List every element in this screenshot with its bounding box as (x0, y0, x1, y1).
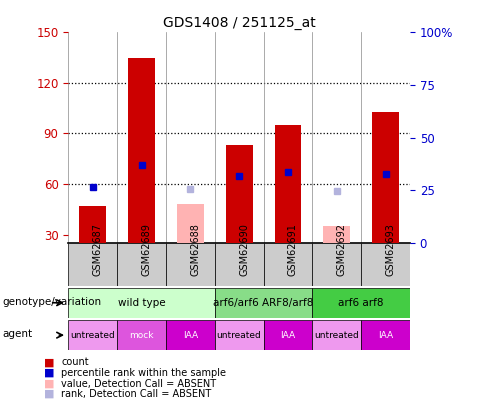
Bar (361, 243, 410, 286)
Bar (128, 58, 155, 243)
Bar (323, 226, 350, 243)
Bar (361, 320, 410, 350)
Text: arf6/arf6 ARF8/arf8: arf6/arf6 ARF8/arf8 (213, 298, 314, 308)
Bar (68, 320, 117, 350)
Bar (166, 243, 215, 286)
Text: IAA: IAA (378, 330, 393, 340)
Bar (264, 320, 312, 350)
Bar (312, 320, 361, 350)
Bar (274, 125, 302, 243)
Bar (68, 288, 215, 318)
Text: ■: ■ (43, 358, 54, 367)
Text: GSM62689: GSM62689 (142, 223, 151, 276)
Bar (166, 320, 215, 350)
Text: count: count (61, 358, 89, 367)
Bar (68, 243, 117, 286)
Text: ■: ■ (43, 368, 54, 378)
Bar (215, 320, 264, 350)
Text: value, Detection Call = ABSENT: value, Detection Call = ABSENT (61, 379, 216, 388)
Text: GSM62691: GSM62691 (288, 223, 298, 276)
Bar (177, 204, 203, 243)
Title: GDS1408 / 251125_at: GDS1408 / 251125_at (163, 16, 316, 30)
Bar (117, 243, 166, 286)
Text: untreated: untreated (314, 330, 359, 340)
Text: ■: ■ (43, 379, 54, 388)
Text: GSM62693: GSM62693 (386, 223, 395, 276)
Bar (372, 112, 399, 243)
Text: mock: mock (129, 330, 154, 340)
Bar (215, 288, 312, 318)
Bar (264, 243, 312, 286)
Text: arf6 arf8: arf6 arf8 (338, 298, 384, 308)
Text: IAA: IAA (183, 330, 198, 340)
Text: GSM62688: GSM62688 (190, 223, 200, 276)
Text: untreated: untreated (70, 330, 115, 340)
Text: GSM62687: GSM62687 (93, 223, 102, 276)
Text: untreated: untreated (217, 330, 262, 340)
Text: IAA: IAA (281, 330, 295, 340)
Text: GSM62692: GSM62692 (337, 223, 346, 276)
Text: percentile rank within the sample: percentile rank within the sample (61, 368, 226, 378)
Bar (225, 145, 253, 243)
Bar (117, 320, 166, 350)
Text: genotype/variation: genotype/variation (2, 297, 102, 307)
Bar (312, 243, 361, 286)
Bar (215, 243, 264, 286)
Text: agent: agent (2, 329, 33, 339)
Bar (79, 206, 106, 243)
Text: GSM62690: GSM62690 (239, 223, 249, 276)
Text: ■: ■ (43, 389, 54, 399)
Text: rank, Detection Call = ABSENT: rank, Detection Call = ABSENT (61, 389, 211, 399)
Bar (312, 288, 410, 318)
Text: wild type: wild type (118, 298, 165, 308)
